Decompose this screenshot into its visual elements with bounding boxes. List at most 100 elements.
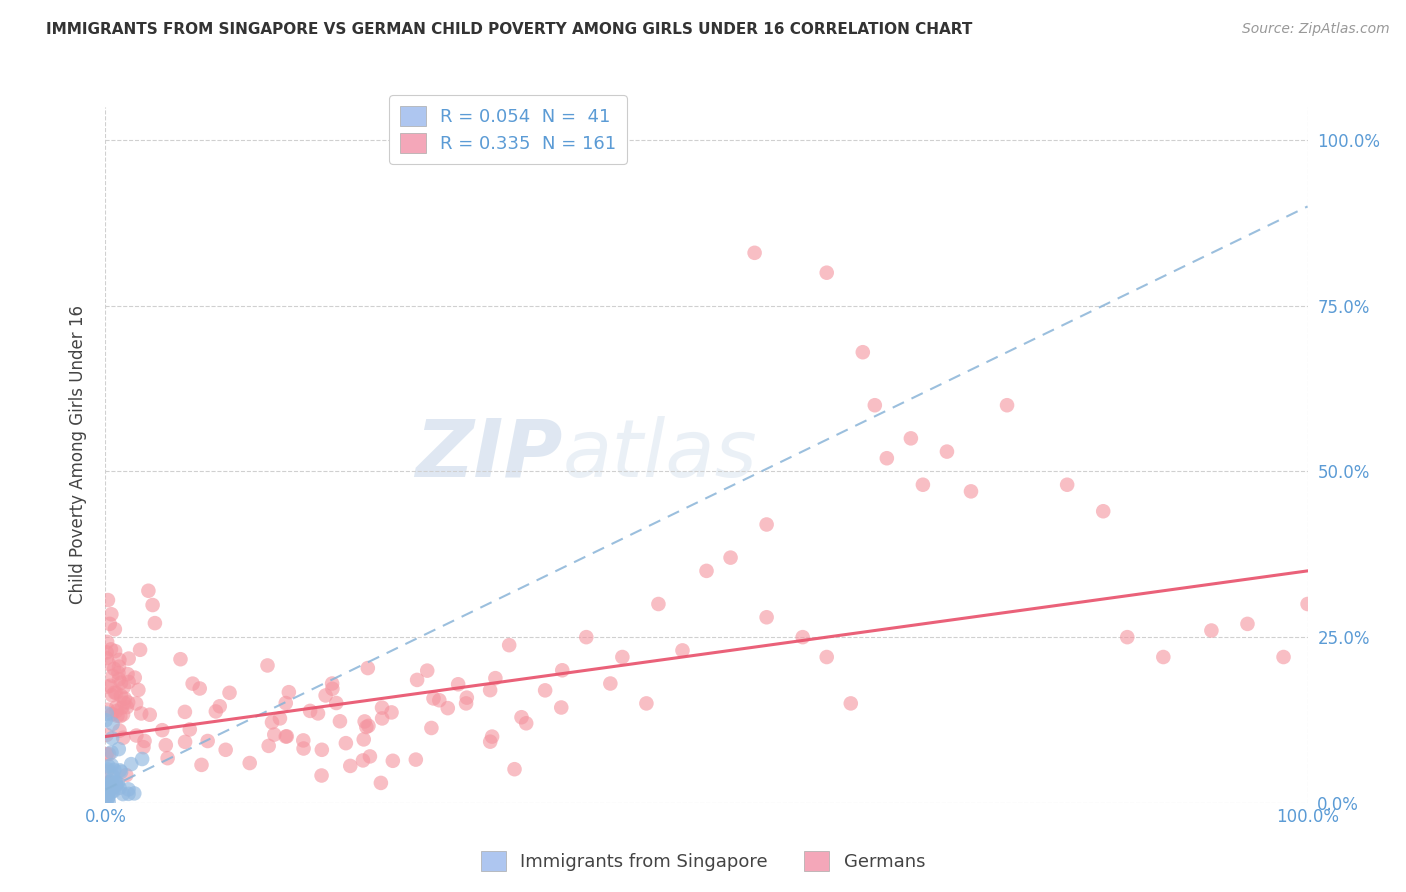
Point <box>129 706 152 721</box>
Point <box>104 644 127 658</box>
Point <box>110 709 132 723</box>
Point <box>575 630 598 644</box>
Point <box>1236 616 1258 631</box>
Point <box>143 616 166 631</box>
Point <box>1272 650 1295 665</box>
Point <box>454 697 477 711</box>
Point <box>599 676 621 690</box>
Point <box>117 667 139 681</box>
Point <box>139 707 162 722</box>
Point <box>427 693 450 707</box>
Point <box>169 652 191 666</box>
Point <box>100 782 122 797</box>
Point <box>356 720 378 734</box>
Point <box>98 747 121 761</box>
Point <box>97 763 120 777</box>
Point <box>852 345 875 359</box>
Point <box>100 758 122 772</box>
Point <box>115 768 138 782</box>
Point <box>960 484 983 499</box>
Point <box>120 757 142 772</box>
Point <box>755 517 778 532</box>
Point <box>96 645 118 659</box>
Point <box>416 664 439 678</box>
Point <box>108 764 131 778</box>
Point <box>311 768 333 782</box>
Point <box>98 777 121 791</box>
Point <box>112 707 135 722</box>
Point <box>96 635 118 649</box>
Point <box>108 659 131 673</box>
Point <box>97 790 120 805</box>
Point <box>97 785 120 799</box>
Point <box>97 657 120 671</box>
Point <box>103 784 125 798</box>
Text: Source: ZipAtlas.com: Source: ZipAtlas.com <box>1241 22 1389 37</box>
Point <box>792 630 814 644</box>
Point <box>353 732 375 747</box>
Point <box>105 778 128 792</box>
Point <box>299 704 322 718</box>
Point <box>101 784 124 798</box>
Point <box>744 245 766 260</box>
Point <box>112 696 135 710</box>
Point <box>863 398 886 412</box>
Point <box>325 696 347 710</box>
Point <box>105 700 128 714</box>
Point <box>100 745 122 759</box>
Point <box>101 731 124 746</box>
Point <box>103 763 125 777</box>
Point <box>124 671 146 685</box>
Point <box>101 770 124 784</box>
Point <box>371 711 394 725</box>
Point <box>131 752 153 766</box>
Point <box>117 787 139 801</box>
Point <box>107 709 129 723</box>
Point <box>205 705 228 719</box>
Point <box>117 695 139 709</box>
Point <box>105 686 128 700</box>
Point <box>97 795 120 809</box>
Point <box>352 753 374 767</box>
Point <box>110 675 132 690</box>
Point <box>484 671 506 685</box>
Point <box>101 689 124 703</box>
Point <box>510 710 533 724</box>
Point <box>101 780 124 794</box>
Point <box>115 700 138 714</box>
Y-axis label: Child Poverty Among Girls Under 16: Child Poverty Among Girls Under 16 <box>69 305 87 605</box>
Point <box>127 682 149 697</box>
Point <box>263 728 285 742</box>
Point <box>112 680 135 694</box>
Point <box>405 753 427 767</box>
Point <box>100 780 122 794</box>
Point <box>101 669 124 683</box>
Point <box>110 764 132 779</box>
Point <box>108 672 131 686</box>
Point <box>636 697 658 711</box>
Point <box>1056 477 1078 491</box>
Point <box>96 680 118 694</box>
Legend: Immigrants from Singapore, Germans: Immigrants from Singapore, Germans <box>474 844 932 879</box>
Point <box>96 764 118 779</box>
Point <box>138 583 160 598</box>
Point <box>307 706 329 721</box>
Point <box>98 778 121 792</box>
Point <box>98 784 121 798</box>
Point <box>315 689 337 703</box>
Point <box>371 700 394 714</box>
Point <box>353 714 375 729</box>
Point <box>98 775 121 789</box>
Point <box>156 751 179 765</box>
Point <box>503 762 526 776</box>
Point <box>292 741 315 756</box>
Point <box>339 759 361 773</box>
Point <box>98 679 121 693</box>
Point <box>107 665 129 680</box>
Point <box>110 689 132 703</box>
Point <box>876 451 898 466</box>
Point <box>97 776 120 790</box>
Point <box>96 790 118 805</box>
Point <box>335 736 357 750</box>
Point <box>720 550 742 565</box>
